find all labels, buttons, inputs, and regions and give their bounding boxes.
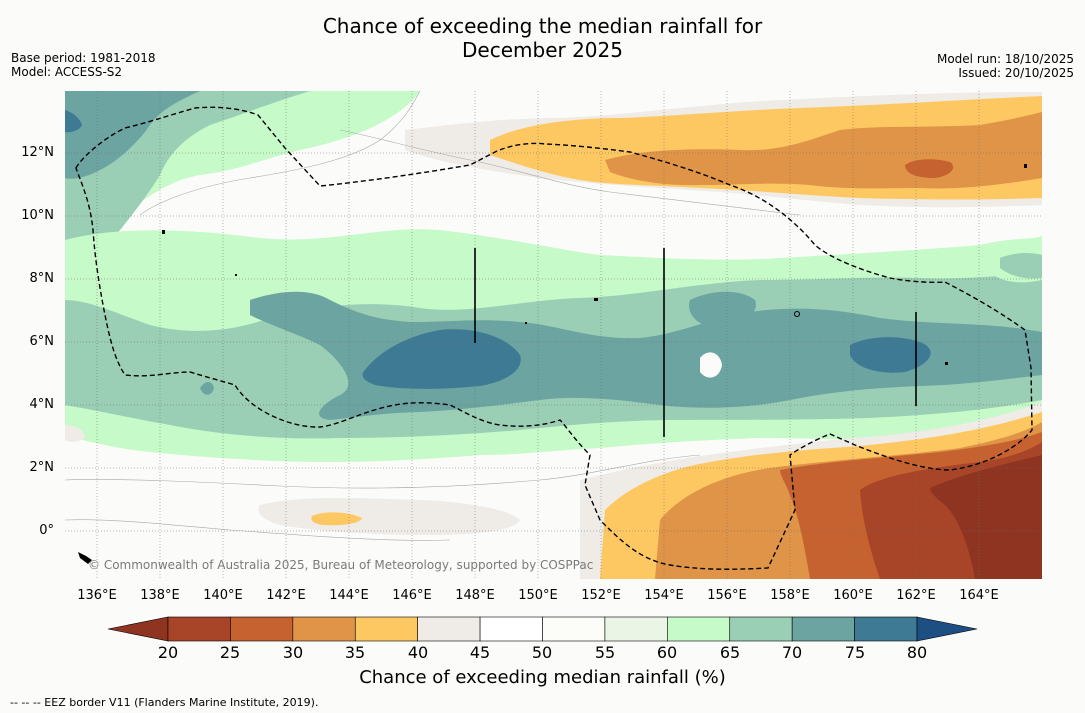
colorbar-bin <box>854 616 918 642</box>
lon-label: 140°E <box>203 588 243 603</box>
region-40-45-far-west <box>65 425 85 442</box>
colorbar <box>107 616 978 642</box>
model-run: Model run: 18/10/2025 <box>936 52 1074 66</box>
title-line-1: Chance of exceeding the median rainfall … <box>322 14 763 38</box>
lat-label: 8°N <box>29 271 55 286</box>
lat-label: 10°N <box>21 208 54 223</box>
islands <box>78 164 1027 564</box>
lat-label: 4°N <box>29 397 55 412</box>
colorbar-tick: 50 <box>531 643 553 662</box>
colorbar-bin <box>292 616 356 642</box>
copyright-notice: © Commonwealth of Australia 2025, Bureau… <box>88 558 594 572</box>
colorbar-bin <box>167 616 231 642</box>
black-markers <box>474 248 917 437</box>
lat-label: 2°N <box>29 460 55 475</box>
lon-label: 158°E <box>770 588 810 603</box>
colorbar-bin <box>417 616 481 642</box>
colorbar-tick: 80 <box>906 643 928 662</box>
colorbar-tick: 40 <box>407 643 429 662</box>
lon-label: 152°E <box>581 588 621 603</box>
colorbar-tick: 45 <box>469 643 491 662</box>
colorbar-tick: 70 <box>781 643 803 662</box>
title-line-2: December 2025 <box>462 38 623 62</box>
lon-label: 154°E <box>644 588 684 603</box>
lon-label: 146°E <box>392 588 432 603</box>
base-period: Base period: 1981-2018 <box>11 51 156 65</box>
region-40-45-southwest <box>258 497 520 535</box>
region-65-70-east-strip <box>1000 253 1042 279</box>
region-35-40-southwest <box>311 512 362 526</box>
colorbar-over <box>916 616 978 642</box>
eez-border <box>75 106 1033 570</box>
lon-label: 148°E <box>455 588 495 603</box>
colorbar-bin <box>230 616 294 642</box>
region-70-75-west-pocket <box>200 382 214 395</box>
colorbar-tick: 25 <box>219 643 241 662</box>
meta-left: Base period: 1981-2018 Model: ACCESS-S2 <box>11 51 156 79</box>
lat-label: 0° <box>39 523 54 538</box>
region-under-20-southeast <box>930 455 1042 579</box>
colorbar-bin <box>729 616 793 642</box>
lon-label: 150°E <box>518 588 558 603</box>
map-field <box>65 91 1042 579</box>
region-75-80-west-blob <box>362 329 521 389</box>
colorbar-tick: 30 <box>282 643 304 662</box>
colorbar-under <box>107 616 169 642</box>
colorbar-label: Chance of exceeding median rainfall (%) <box>359 667 726 688</box>
colorbar-bin <box>791 616 855 642</box>
colorbar-bin <box>354 616 418 642</box>
lat-label: 6°N <box>29 334 55 349</box>
colorbar-bin <box>542 616 606 642</box>
lon-label: 138°E <box>140 588 180 603</box>
colorbar-bin <box>479 616 543 642</box>
region-75-80-northwest <box>65 110 82 133</box>
region-70-75-east-blob <box>689 291 756 328</box>
lon-label: 160°E <box>833 588 873 603</box>
eez-legend-note: -- -- -- EEZ border V11 (Flanders Marine… <box>10 696 319 709</box>
region-65-70-west-pocket <box>167 346 269 415</box>
region-25-30-northeast-blob <box>905 159 954 178</box>
colorbar-tick: 20 <box>157 643 179 662</box>
colorbar-tick: 35 <box>344 643 366 662</box>
lon-label: 142°E <box>266 588 306 603</box>
region-70-75-northwest <box>65 91 200 179</box>
lon-label: 156°E <box>707 588 747 603</box>
colorbar-bins <box>167 616 918 642</box>
lon-label: 144°E <box>329 588 369 603</box>
model-name: Model: ACCESS-S2 <box>11 65 123 79</box>
region-75-80-east-blob <box>850 337 931 373</box>
colorbar-tick: 60 <box>656 643 678 662</box>
lon-label: 136°E <box>77 588 117 603</box>
colorbar-tick: 55 <box>594 643 616 662</box>
lon-label: 164°E <box>959 588 999 603</box>
lat-label: 12°N <box>21 145 54 160</box>
colorbar-bin <box>667 616 731 642</box>
colorbar-tick: 75 <box>844 643 866 662</box>
meta-right: Model run: 18/10/2025 Issued: 20/10/2025 <box>937 52 1074 80</box>
lon-label: 162°E <box>896 588 936 603</box>
contour-lines <box>65 91 801 541</box>
colorbar-tick: 65 <box>719 643 741 662</box>
colorbar-bin <box>604 616 668 642</box>
map-title: Chance of exceeding the median rainfall … <box>0 14 1085 62</box>
issued-date: Issued: 20/10/2025 <box>958 66 1074 80</box>
region-white-pocket-east <box>700 352 722 378</box>
